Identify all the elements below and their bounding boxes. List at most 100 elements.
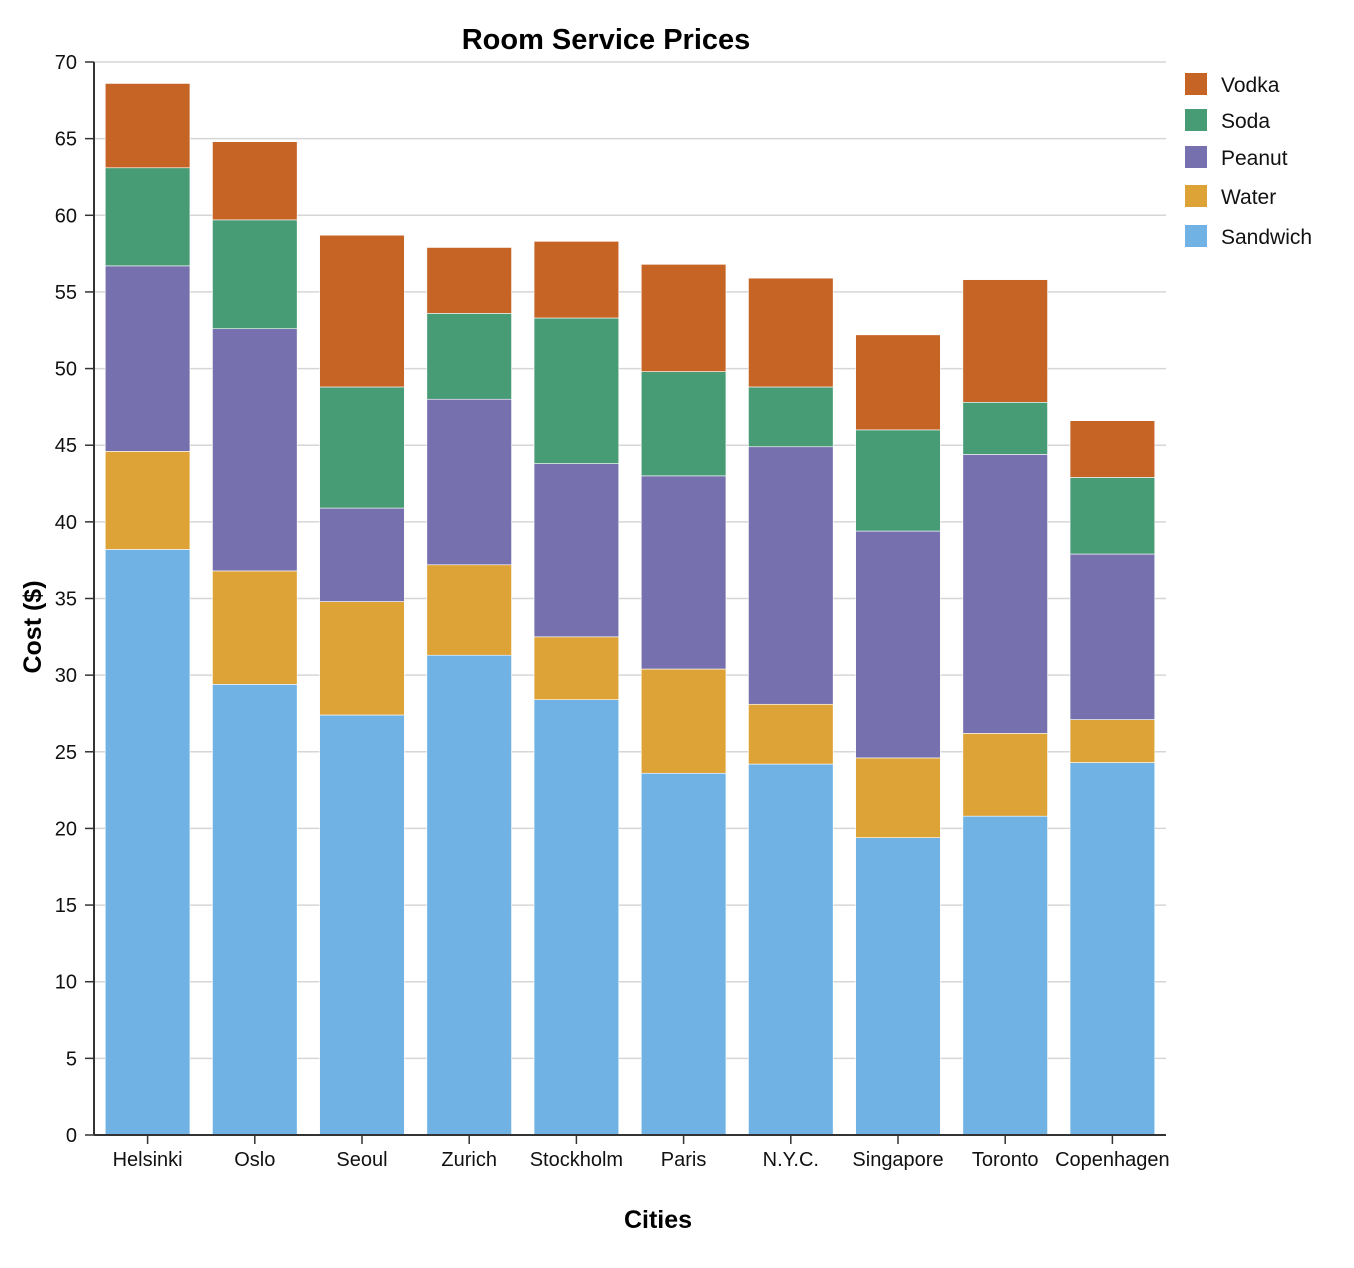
bar-sandwich-helsinki xyxy=(104,549,191,1136)
bar-peanut-seoul xyxy=(319,507,405,602)
bar-soda-seoul xyxy=(319,386,405,509)
legend-swatch xyxy=(1185,146,1207,168)
bar-peanut-zurich xyxy=(426,398,512,566)
x-tick-label: Singapore xyxy=(852,1149,943,1171)
bar-vodka-copenhagen xyxy=(1069,420,1156,478)
bar-stack-seoul xyxy=(319,234,405,1136)
bar-water-stockholm xyxy=(533,636,620,700)
bar-soda-oslo xyxy=(212,219,298,330)
bar-peanut-stockholm xyxy=(533,463,620,638)
bar-water-zurich xyxy=(426,564,512,656)
y-tick-label: 45 xyxy=(55,435,77,457)
bar-water-n-y-c xyxy=(748,703,834,765)
legend-item-water: Water xyxy=(1185,185,1276,209)
bar-vodka-helsinki xyxy=(104,83,191,169)
bar-soda-zurich xyxy=(426,313,512,400)
y-axis-ticks: 0 5 10 15 20 25 30 35 40 45 50 55 60 65 70 xyxy=(55,52,94,1147)
bar-sandwich-seoul xyxy=(319,714,405,1136)
bar-stack-paris xyxy=(640,264,727,1136)
bar-soda-copenhagen xyxy=(1069,477,1156,555)
y-tick-label: 0 xyxy=(66,1125,77,1147)
y-tick-label: 5 xyxy=(66,1048,77,1070)
y-tick-label: 15 xyxy=(55,895,77,917)
legend-label: Water xyxy=(1221,186,1276,209)
x-tick-label: Zurich xyxy=(441,1149,497,1171)
x-tick-label: Toronto xyxy=(972,1149,1039,1171)
x-tick-label: Stockholm xyxy=(530,1149,623,1171)
bar-sandwich-n-y-c xyxy=(748,763,834,1136)
y-tick-label: 35 xyxy=(55,589,77,611)
x-tick-label: Oslo xyxy=(234,1149,275,1171)
bar-stack-n-y-c xyxy=(748,277,834,1136)
bar-vodka-n-y-c xyxy=(748,277,834,388)
bars xyxy=(104,83,1156,1136)
bar-water-helsinki xyxy=(104,451,191,550)
legend: Vodka Soda Peanut Water Sandwich xyxy=(1185,73,1312,249)
x-axis-ticks: Helsinki Oslo Seoul Zurich Stockholm Paris N.Y… xyxy=(113,1135,1170,1171)
bar-vodka-oslo xyxy=(212,141,298,221)
bar-vodka-paris xyxy=(640,264,727,372)
bar-stack-copenhagen xyxy=(1069,420,1156,1136)
bar-water-oslo xyxy=(212,570,298,685)
x-tick-label: Helsinki xyxy=(113,1149,183,1171)
bar-peanut-n-y-c xyxy=(748,446,834,705)
bar-peanut-singapore xyxy=(855,530,941,759)
bar-vodka-zurich xyxy=(426,247,512,314)
y-tick-label: 40 xyxy=(55,512,77,534)
bar-peanut-oslo xyxy=(212,328,298,572)
bar-soda-helsinki xyxy=(104,167,191,267)
y-tick-label: 30 xyxy=(55,665,77,687)
x-tick-label: N.Y.C. xyxy=(763,1149,819,1171)
y-tick-label: 10 xyxy=(55,972,77,994)
legend-label: Sandwich xyxy=(1221,226,1312,249)
bar-vodka-seoul xyxy=(319,234,405,388)
legend-item-vodka: Vodka xyxy=(1185,73,1280,97)
bar-water-toronto xyxy=(962,733,1048,817)
bar-water-seoul xyxy=(319,601,405,716)
bar-soda-toronto xyxy=(962,401,1048,455)
chart-title: Room Service Prices xyxy=(462,24,751,56)
legend-swatch xyxy=(1185,185,1207,207)
bar-sandwich-zurich xyxy=(426,654,512,1136)
x-tick-label: Copenhagen xyxy=(1055,1149,1170,1171)
bar-water-copenhagen xyxy=(1069,719,1156,763)
bar-stack-singapore xyxy=(855,334,941,1136)
bar-sandwich-copenhagen xyxy=(1069,762,1156,1136)
y-tick-label: 60 xyxy=(55,205,77,227)
legend-label: Peanut xyxy=(1221,147,1288,170)
legend-swatch xyxy=(1185,109,1207,131)
x-tick-label: Paris xyxy=(661,1149,707,1171)
y-tick-label: 70 xyxy=(55,52,77,74)
bar-sandwich-oslo xyxy=(212,684,298,1136)
bar-soda-paris xyxy=(640,371,727,477)
bar-stack-stockholm xyxy=(533,241,620,1136)
legend-item-soda: Soda xyxy=(1185,109,1270,133)
bar-water-paris xyxy=(640,668,727,774)
bar-soda-n-y-c xyxy=(748,386,834,448)
legend-swatch xyxy=(1185,225,1207,247)
bar-stack-helsinki xyxy=(104,83,191,1136)
bar-sandwich-singapore xyxy=(855,837,941,1136)
y-tick-label: 65 xyxy=(55,129,77,151)
bar-vodka-toronto xyxy=(962,279,1048,403)
bar-peanut-helsinki xyxy=(104,265,191,452)
bar-peanut-paris xyxy=(640,475,727,670)
y-tick-label: 50 xyxy=(55,359,77,381)
bar-stack-oslo xyxy=(212,141,298,1136)
x-tick-label: Seoul xyxy=(336,1149,387,1171)
bar-sandwich-stockholm xyxy=(533,699,620,1136)
bar-vodka-stockholm xyxy=(533,241,620,319)
bar-water-singapore xyxy=(855,757,941,838)
legend-swatch xyxy=(1185,73,1207,95)
y-tick-label: 25 xyxy=(55,742,77,764)
bar-soda-stockholm xyxy=(533,317,620,464)
legend-item-sandwich: Sandwich xyxy=(1185,225,1312,249)
bar-vodka-singapore xyxy=(855,334,941,431)
bar-stack-zurich xyxy=(426,247,512,1136)
y-tick-label: 55 xyxy=(55,282,77,304)
bar-peanut-copenhagen xyxy=(1069,553,1156,720)
bar-stack-toronto xyxy=(962,279,1048,1136)
bar-sandwich-paris xyxy=(640,772,727,1136)
